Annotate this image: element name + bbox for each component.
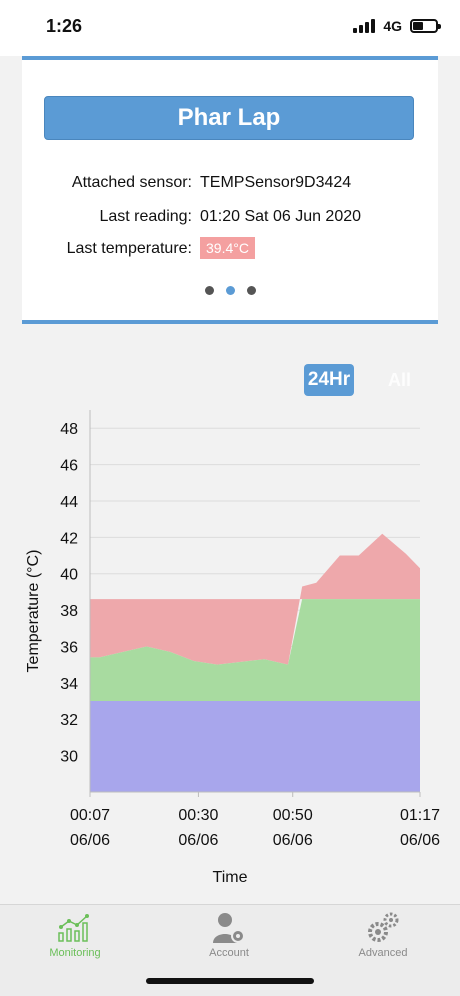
last-temperature-badge: 39.4°C	[200, 237, 255, 259]
x-tick-time: 00:30	[178, 807, 218, 824]
last-reading-value: 01:20 Sat 06 Jun 2020	[200, 208, 362, 225]
last-temperature-label: Last temperature:	[66, 240, 192, 257]
y-tick-label: 48	[60, 421, 78, 438]
x-tick-date: 06/06	[273, 832, 313, 849]
x-tick-time: 01:17	[400, 807, 440, 824]
account-icon	[209, 909, 249, 947]
y-tick-label: 32	[60, 712, 78, 729]
y-tick-label: 46	[60, 458, 78, 475]
home-indicator	[146, 978, 314, 984]
y-tick-label: 38	[60, 603, 78, 620]
y-tick-label: 30	[60, 749, 78, 766]
high-temperature-area	[90, 533, 420, 665]
tab-monitoring[interactable]: Monitoring	[20, 909, 130, 959]
page-indicator[interactable]	[22, 286, 438, 295]
y-tick-label: 36	[60, 639, 78, 656]
y-tick-label: 44	[60, 494, 78, 511]
tab-monitoring-label: Monitoring	[49, 947, 101, 959]
advanced-icon	[363, 909, 403, 947]
x-tick-time: 00:50	[273, 807, 313, 824]
status-indicators: 4G	[353, 18, 441, 34]
page-dot-1[interactable]	[204, 286, 214, 295]
page-dot-3[interactable]	[246, 286, 256, 295]
horse-name-button[interactable]: Phar Lap	[44, 96, 414, 140]
tab-account-label: Account	[209, 947, 249, 959]
range-all-button[interactable]: All	[388, 370, 412, 390]
x-tick-date: 06/06	[70, 832, 110, 849]
y-axis-label: Temperature (°C)	[25, 550, 42, 673]
status-time: 1:26	[46, 16, 83, 36]
horse-info-card[interactable]: Phar Lap Attached sensor: TEMPSensor9D34…	[22, 56, 438, 324]
low-temperature-area	[90, 701, 420, 792]
temperature-chart: 30 32 34 36 38 40 42 44 46 48 00:07 06/06 00:30 06/0…	[25, 410, 440, 886]
tab-account[interactable]: Account	[174, 909, 284, 959]
y-tick-label: 40	[60, 567, 78, 584]
network-type: 4G	[383, 18, 402, 34]
attached-sensor-value: TEMPSensor9D3424	[200, 174, 352, 191]
tab-advanced[interactable]: Advanced	[328, 909, 438, 959]
last-reading-label: Last reading:	[99, 208, 192, 225]
x-tick-date: 06/06	[400, 832, 440, 849]
status-bar: 1:26 4G	[0, 0, 460, 56]
page-dot-2[interactable]	[225, 286, 235, 295]
range-24hr-button[interactable]: 24Hr	[304, 364, 354, 396]
signal-icon	[353, 19, 376, 33]
y-tick-label: 34	[60, 676, 78, 693]
tab-advanced-label: Advanced	[358, 947, 408, 959]
attached-sensor-label: Attached sensor:	[71, 174, 192, 191]
y-tick-label: 42	[60, 530, 78, 547]
x-tick-time: 00:07	[70, 807, 110, 824]
battery-icon	[410, 19, 441, 33]
monitoring-icon	[55, 909, 95, 947]
x-tick-date: 06/06	[178, 832, 218, 849]
x-axis-label: Time	[213, 869, 248, 886]
